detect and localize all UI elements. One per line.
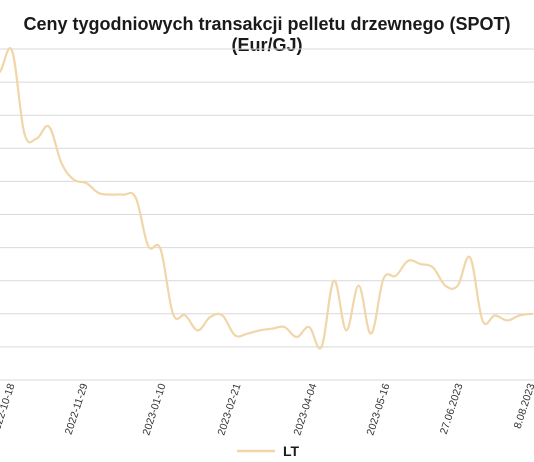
chart-subtitle: (Eur/GJ) <box>231 35 303 55</box>
x-tick-label: 2022-10-18 <box>0 382 18 437</box>
x-tick-label: 2023-04-04 <box>291 382 319 437</box>
x-tick-label: 27.06.2023 <box>438 382 466 436</box>
series-line-lt <box>0 47 534 350</box>
gridlines <box>0 48 534 381</box>
chart-title: Ceny tygodniowych transakcji pelletu drz… <box>0 14 534 56</box>
x-axis-ticks: 2022-10-18 2022-11-29 2023-01-10 2023-02-21… <box>0 382 534 437</box>
legend: LT <box>237 443 300 459</box>
x-tick-label: 2022-11-29 <box>63 382 91 436</box>
x-tick-label: 2023-05-16 <box>364 382 392 437</box>
legend-label-lt: LT <box>283 443 300 459</box>
x-tick-label: 2023-01-10 <box>140 382 168 437</box>
x-tick-label: 2023-02-21 <box>215 382 243 437</box>
chart-title-line1: Ceny tygodniowych transakcji pelletu drz… <box>23 14 511 34</box>
x-tick-label: 8.08.2023 <box>512 382 534 430</box>
